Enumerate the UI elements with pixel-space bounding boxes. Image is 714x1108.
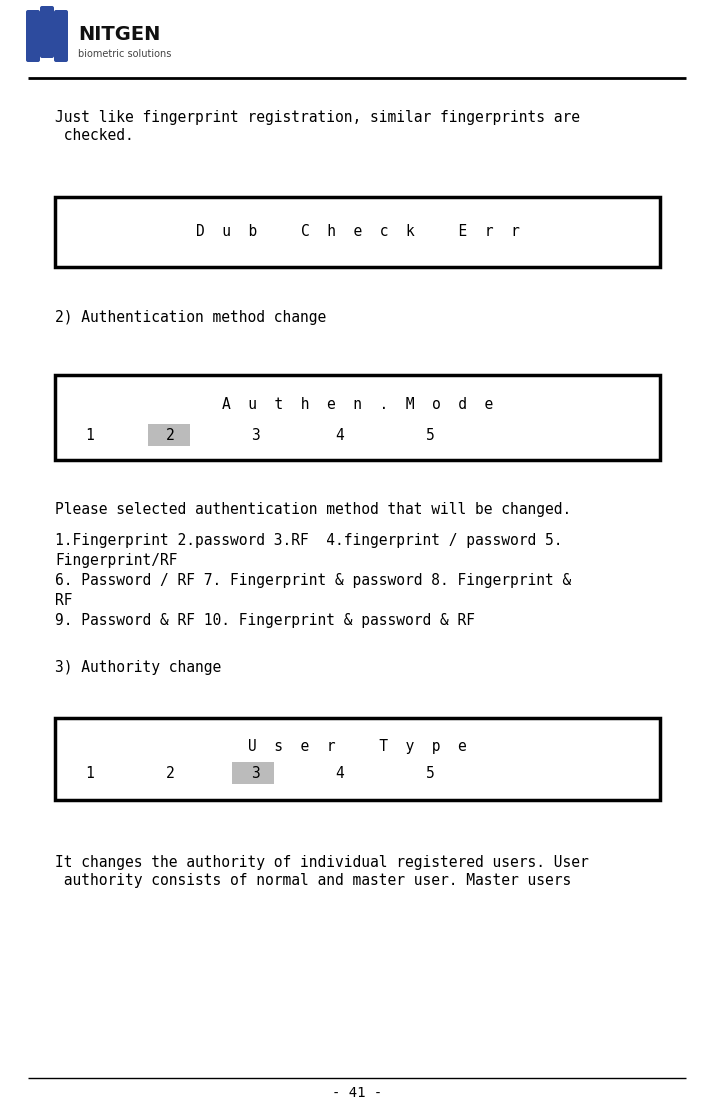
Text: Just like fingerprint registration, similar fingerprints are: Just like fingerprint registration, simi… [55,110,580,125]
Text: It changes the authority of individual registered users. User: It changes the authority of individual r… [55,855,589,870]
Text: RF: RF [55,593,73,608]
Text: authority consists of normal and master user. Master users: authority consists of normal and master … [55,873,571,888]
Bar [148,424,190,447]
FancyBboxPatch shape [54,10,68,62]
Text: 2: 2 [166,428,174,442]
Text: 5: 5 [426,428,434,442]
Bar [55,718,660,800]
Text: U  s  e  r     T  y  p  e: U s e r T y p e [248,739,467,755]
Text: 3) Authority change: 3) Authority change [55,660,221,675]
Text: checked.: checked. [55,129,134,143]
Text: 5: 5 [426,766,434,780]
Text: NITGEN: NITGEN [78,24,161,43]
Text: 4: 4 [336,428,344,442]
Text: 2) Authentication method change: 2) Authentication method change [55,310,326,325]
FancyBboxPatch shape [40,6,54,58]
Text: 1.Fingerprint 2.password 3.RF  4.fingerprint / password 5.: 1.Fingerprint 2.password 3.RF 4.fingerpr… [55,533,563,548]
Text: 1: 1 [86,766,94,780]
Text: 6. Password / RF 7. Fingerprint & password 8. Fingerprint &: 6. Password / RF 7. Fingerprint & passwo… [55,573,571,588]
Bar [55,197,660,267]
Text: A  u  t  h  e  n  .  M  o  d  e: A u t h e n . M o d e [222,398,493,412]
Text: D  u  b     C  h  e  c  k     E  r  r: D u b C h e c k E r r [196,225,519,239]
Text: Please selected authentication method that will be changed.: Please selected authentication method th… [55,502,571,517]
Bar [232,762,274,784]
Text: Fingerprint/RF: Fingerprint/RF [55,553,178,568]
Text: - 41 -: - 41 - [332,1086,382,1100]
Text: 3: 3 [251,766,259,780]
Bar [55,375,660,460]
Text: 2: 2 [166,766,174,780]
Text: 3: 3 [251,428,259,442]
Text: 1: 1 [86,428,94,442]
Text: biometric solutions: biometric solutions [78,49,171,59]
Text: 9. Password & RF 10. Fingerprint & password & RF: 9. Password & RF 10. Fingerprint & passw… [55,613,475,628]
FancyBboxPatch shape [26,10,40,62]
Text: 4: 4 [336,766,344,780]
